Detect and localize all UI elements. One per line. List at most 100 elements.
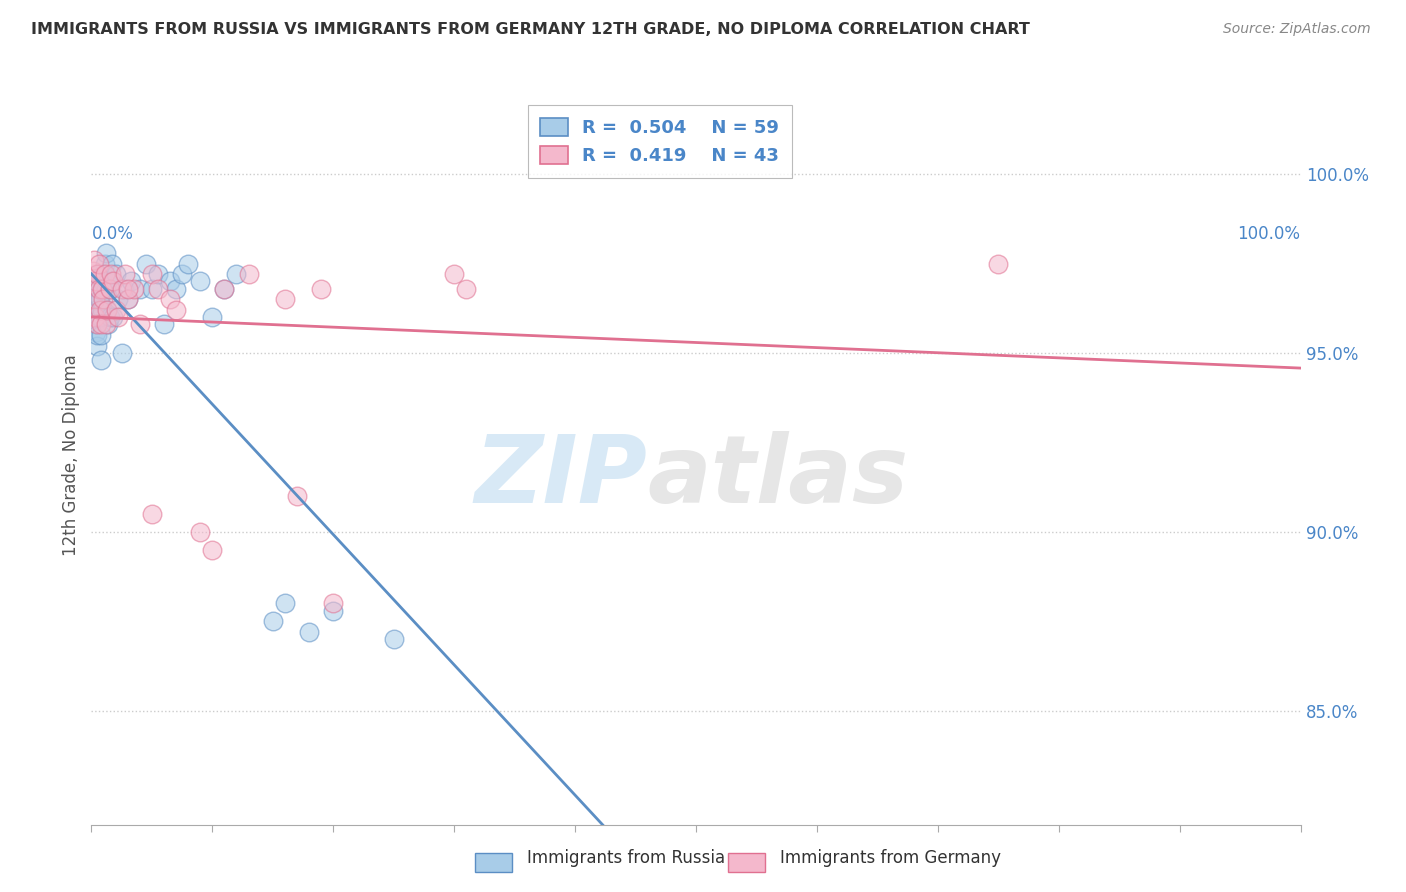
Point [84,293,107,307]
Point [322,596,344,610]
Point [159,293,181,307]
Point [86,318,108,332]
Point [117,293,139,307]
Text: Source: ZipAtlas.com: Source: ZipAtlas.com [1223,22,1371,37]
Point [382,632,405,646]
Point [153,318,176,332]
Point [87,268,110,282]
Point [165,282,187,296]
Point [87,310,110,325]
Point [201,310,224,325]
Point [86,318,108,332]
Point [94,245,117,260]
Point [84,275,107,289]
Point [91,275,114,289]
Point [87,282,110,296]
Point [86,339,108,353]
Point [262,614,284,628]
Point [84,275,107,289]
Point [89,293,111,307]
Point [84,318,107,332]
Point [201,542,224,557]
Point [443,268,465,282]
Point [456,282,478,296]
Point [104,303,127,318]
Point [322,603,344,617]
Point [96,303,118,318]
Point [188,524,211,539]
Point [96,303,118,318]
Point [91,303,114,318]
Point [298,624,321,639]
Point [84,310,107,325]
Point [111,282,132,296]
Point [98,310,121,325]
Point [97,318,120,332]
Point [94,318,117,332]
Point [117,282,139,296]
Point [101,256,124,270]
Point [100,268,122,282]
Point [107,293,129,307]
Point [214,282,236,296]
Point [86,328,108,343]
Point [84,303,107,318]
Point [93,282,115,296]
Point [82,282,104,296]
Text: ZIP: ZIP [475,431,648,523]
Point [104,268,127,282]
Point [117,293,139,307]
Point [83,310,105,325]
Point [107,310,129,325]
Point [111,346,132,360]
Point [87,256,110,270]
Point [87,293,110,307]
Legend: R =  0.504    N = 59, R =  0.419    N = 43: R = 0.504 N = 59, R = 0.419 N = 43 [527,105,792,178]
Point [89,310,111,325]
Point [100,275,122,289]
Point [84,275,107,289]
Point [122,282,145,296]
Point [93,293,115,307]
Text: atlas: atlas [648,431,908,523]
Point [84,325,107,339]
Point [214,282,236,296]
Point [146,268,169,282]
Point [98,282,121,296]
Text: IMMIGRANTS FROM RUSSIA VS IMMIGRANTS FROM GERMANY 12TH GRADE, NO DIPLOMA CORRELA: IMMIGRANTS FROM RUSSIA VS IMMIGRANTS FRO… [31,22,1029,37]
Point [83,296,105,310]
Point [172,268,194,282]
Point [159,275,181,289]
Point [188,275,211,289]
Point [285,489,308,503]
Point [93,268,115,282]
Point [94,282,117,296]
Y-axis label: 12th Grade, No Diploma: 12th Grade, No Diploma [62,354,80,556]
Point [90,353,112,368]
Point [89,303,111,318]
Point [141,282,163,296]
Point [91,282,114,296]
Point [238,268,260,282]
Point [128,318,150,332]
Text: 100.0%: 100.0% [1237,226,1301,244]
Point [225,268,247,282]
Point [987,256,1010,270]
Point [90,328,112,343]
Point [83,252,105,267]
Point [114,268,136,282]
Point [84,310,107,325]
Point [98,282,121,296]
Point [120,275,142,289]
Text: Immigrants from Germany: Immigrants from Germany [780,849,1001,867]
Point [141,507,163,521]
Point [146,282,169,296]
Point [96,275,118,289]
Point [93,256,115,270]
Point [274,596,297,610]
Point [82,264,104,278]
Point [101,310,124,325]
Point [128,282,150,296]
Point [90,318,112,332]
Point [101,275,124,289]
